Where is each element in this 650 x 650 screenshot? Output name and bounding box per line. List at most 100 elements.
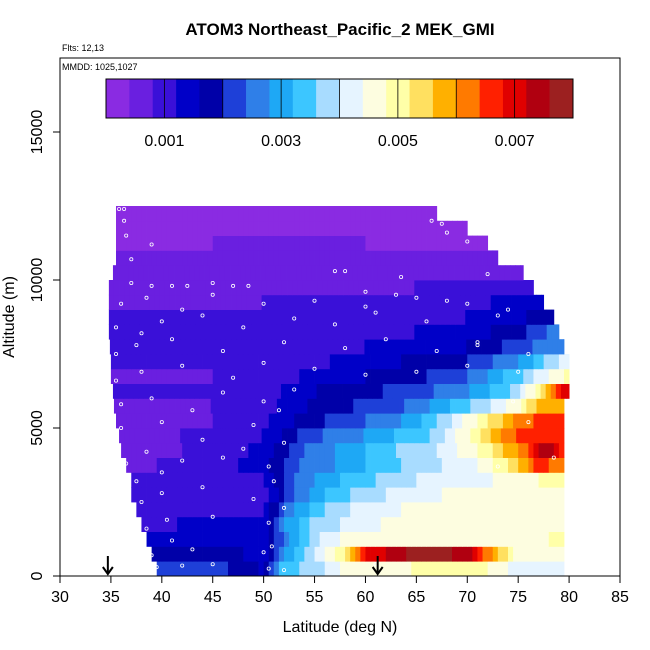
heatmap-cell bbox=[233, 354, 239, 370]
heatmap-cell bbox=[149, 398, 156, 414]
heatmap-cell bbox=[324, 457, 331, 473]
heatmap-cell bbox=[233, 206, 239, 222]
heatmap-cell bbox=[294, 354, 300, 370]
heatmap-cell bbox=[212, 250, 219, 266]
heatmap-cell bbox=[166, 206, 173, 222]
heatmap-cell bbox=[265, 265, 272, 281]
heatmap-cell bbox=[159, 398, 166, 414]
heatmap-cell bbox=[406, 531, 412, 547]
heatmap-cell bbox=[393, 398, 400, 414]
heatmap-cell bbox=[396, 206, 402, 222]
heatmap-cell bbox=[378, 398, 385, 414]
heatmap-cell bbox=[284, 206, 290, 222]
heatmap-cell bbox=[518, 487, 524, 503]
sample-point bbox=[393, 292, 398, 297]
heatmap-cell bbox=[416, 531, 422, 547]
heatmap-cell bbox=[241, 324, 247, 340]
heatmap-cell bbox=[350, 457, 356, 473]
sample-point bbox=[134, 479, 139, 484]
heatmap-cell bbox=[238, 502, 244, 518]
heatmap-cell bbox=[556, 324, 560, 340]
heatmap-cell bbox=[164, 428, 171, 444]
heatmap-cell bbox=[334, 250, 341, 266]
heatmap-cell bbox=[197, 368, 203, 384]
heatmap-cell bbox=[281, 428, 288, 444]
heatmap-cell bbox=[299, 368, 305, 384]
sample-point bbox=[261, 399, 266, 404]
heatmap-cell bbox=[258, 531, 265, 547]
heatmap-cell bbox=[248, 442, 254, 458]
heatmap-cell bbox=[477, 442, 483, 458]
heatmap-cell bbox=[385, 457, 392, 473]
heatmap-cell bbox=[375, 516, 382, 532]
heatmap-cell bbox=[513, 472, 519, 488]
heatmap-cell bbox=[355, 457, 361, 473]
heatmap-cell bbox=[195, 324, 201, 340]
heatmap-cell bbox=[151, 442, 158, 458]
heatmap-cell bbox=[217, 472, 224, 488]
heatmap-cell bbox=[231, 324, 237, 340]
heatmap-cell bbox=[487, 487, 494, 503]
heatmap-cell bbox=[271, 280, 278, 296]
heatmap-cell bbox=[431, 206, 438, 222]
heatmap-cell bbox=[499, 265, 506, 281]
heatmap-cell bbox=[348, 324, 354, 340]
sample-point bbox=[200, 313, 205, 318]
heatmap-cell bbox=[443, 265, 450, 281]
heatmap-cell bbox=[396, 531, 402, 547]
heatmap-cell bbox=[350, 442, 356, 458]
heatmap-cell bbox=[465, 280, 471, 296]
heatmap-cell bbox=[119, 280, 125, 296]
sample-point bbox=[220, 390, 225, 395]
heatmap-cell bbox=[110, 368, 117, 384]
heatmap-cell bbox=[441, 502, 448, 518]
heatmap-cell bbox=[472, 368, 478, 384]
heatmap-cell bbox=[192, 220, 198, 236]
heatmap-cell bbox=[294, 546, 300, 562]
heatmap-cell bbox=[197, 235, 203, 251]
heatmap-cell bbox=[518, 502, 524, 518]
heatmap-cell bbox=[258, 546, 265, 562]
heatmap-cell bbox=[528, 472, 534, 488]
heatmap-cell bbox=[299, 413, 305, 429]
heatmap-cell bbox=[431, 442, 438, 458]
heatmap-cell bbox=[169, 309, 176, 325]
heatmap-cell bbox=[212, 472, 219, 488]
heatmap-cell bbox=[276, 280, 283, 296]
heatmap-cell bbox=[433, 265, 440, 281]
heatmap-cell bbox=[393, 428, 400, 444]
heatmap-cell bbox=[156, 442, 163, 458]
heatmap-cell bbox=[457, 516, 463, 532]
heatmap-cell bbox=[151, 487, 158, 503]
heatmap-cell bbox=[278, 250, 285, 266]
heatmap-cell bbox=[540, 383, 547, 399]
heatmap-cell bbox=[182, 368, 188, 384]
heatmap-cell bbox=[114, 339, 121, 355]
heatmap-cell bbox=[161, 516, 168, 532]
heatmap-cell bbox=[533, 502, 539, 518]
heatmap-cell bbox=[215, 324, 222, 340]
heatmap-cell bbox=[421, 531, 427, 547]
heatmap-cell bbox=[441, 354, 448, 370]
heatmap-cell bbox=[465, 398, 471, 414]
heatmap-cell bbox=[258, 442, 265, 458]
heatmap-cell bbox=[284, 472, 290, 488]
heatmap-cell bbox=[207, 516, 214, 532]
heatmap-cell bbox=[172, 472, 178, 488]
heatmap-cell bbox=[418, 383, 424, 399]
heatmap-cell bbox=[338, 339, 345, 355]
heatmap-cell bbox=[467, 250, 473, 266]
heatmap-cell bbox=[497, 413, 504, 429]
heatmap-cell bbox=[558, 368, 565, 384]
heatmap-cell bbox=[280, 383, 287, 399]
heatmap-cell bbox=[228, 413, 234, 429]
heatmap-cell bbox=[355, 206, 361, 222]
heatmap-cell bbox=[284, 442, 290, 458]
heatmap-cell bbox=[258, 413, 265, 429]
heatmap-cell bbox=[497, 502, 504, 518]
heatmap-cell bbox=[334, 546, 341, 562]
heatmap-cell bbox=[518, 368, 524, 384]
heatmap-cell bbox=[121, 413, 127, 429]
heatmap-cell bbox=[251, 294, 257, 310]
heatmap-cell bbox=[327, 428, 334, 444]
